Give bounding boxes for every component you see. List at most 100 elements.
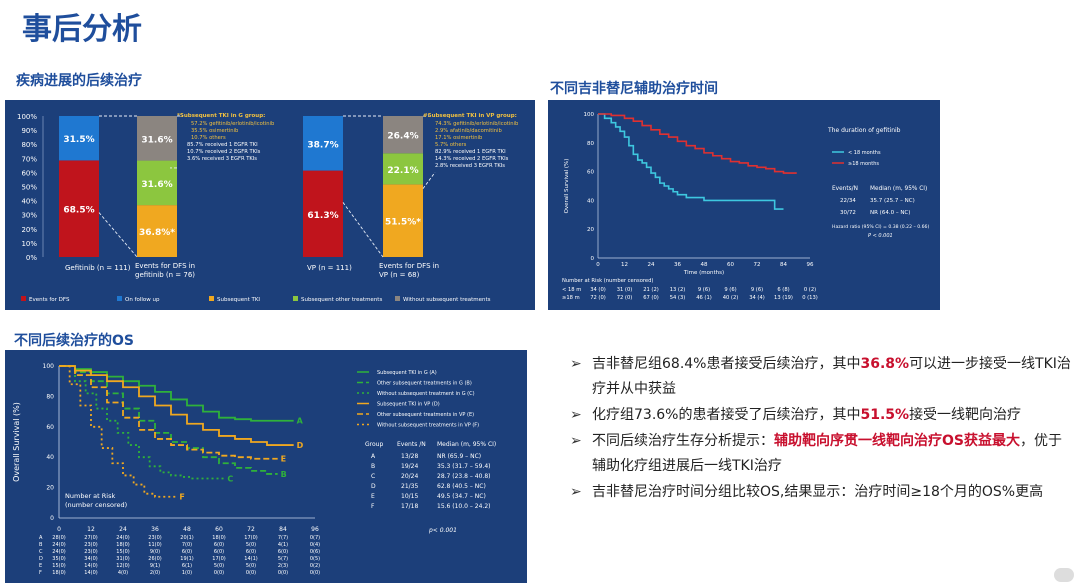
annotation-line: 74.3% gefitinib/erlotinib/icotinib	[435, 121, 519, 127]
x-tick-label: 0	[57, 526, 61, 533]
bullet-text: 吉非替尼治疗时间分组比较OS,结果显示：治疗时间≥18个月的OS%更高	[592, 484, 1044, 500]
annotation-line: 10.7% received 2 EGFR TKIs	[187, 149, 261, 155]
y-tick-label: 20	[46, 485, 54, 492]
legend-swatch	[117, 296, 122, 301]
legend-label: Subsequent other treatments	[301, 297, 382, 303]
km-curve	[598, 113, 784, 210]
y-tick-label: 80%	[21, 141, 37, 149]
duration-km-panel: 100 80 60 40 20 0 0 12 24 36 48 60 72 84 96 Time (month…	[548, 100, 940, 310]
legend-label: Without subsequent treatment in G (C)	[377, 391, 475, 397]
risk-row-label: < 18 m	[562, 287, 581, 293]
stats-median: NR (64.0 – NC)	[870, 210, 910, 216]
annotation-line: 2.9% afatinib/dacomitinib	[435, 128, 502, 134]
stats-events: 10/15	[401, 493, 418, 500]
y-tick-label: 50%	[21, 184, 37, 192]
legend-swatch	[209, 296, 214, 301]
x-category-label: Gefitinib (n = 111)	[65, 264, 131, 272]
stats-median: 15.6 (10.0 – 24.2)	[437, 503, 490, 510]
y-tick-label: 40%	[21, 198, 37, 206]
risk-value: 0(6)	[310, 549, 320, 555]
bullet-text: 吉非替尼组68.4%患者接受后续治疗，其中	[592, 356, 861, 372]
bar-segment	[383, 116, 423, 154]
bullet-item: ➢ 化疗组73.6%的患者接受了后续治疗，其中51.5%接受一线靶向治疗	[570, 403, 1075, 428]
y-axis-label: Overall Survival (%)	[12, 402, 21, 482]
section-title-progression: 疾病进展的后续治疗	[16, 73, 142, 89]
bullet-highlight: 51.5%	[860, 407, 910, 423]
risk-value: 23(0)	[84, 549, 97, 555]
bullet-highlight: 辅助靶向序贯一线靶向治疗OS获益最大	[774, 433, 1020, 449]
risk-table-header: Number at Risk (number censored)	[562, 278, 653, 284]
legend-title: The duration of gefitinib	[827, 127, 901, 134]
x-category-label: VP (n = 68)	[379, 271, 420, 279]
stats-header: Median (m, 95% CI)	[437, 441, 496, 448]
stats-header: Events /N	[397, 441, 426, 448]
bar-segment	[59, 116, 99, 161]
x-category-label: gefitinib (n = 76)	[135, 271, 195, 279]
risk-value: 0(2)	[310, 563, 320, 569]
risk-value: 6(0)	[278, 549, 288, 555]
bar-data-label: 36.8%*	[139, 228, 175, 238]
y-tick-label: 40	[46, 454, 54, 461]
risk-value: 6(0)	[214, 549, 224, 555]
legend-swatch	[395, 296, 400, 301]
x-tick-label: 96	[311, 526, 319, 533]
risk-value: 35(0)	[52, 556, 65, 562]
risk-value: 21 (2)	[643, 287, 659, 293]
curve-end-label: D	[297, 441, 304, 450]
bar-segment	[137, 205, 177, 257]
risk-value: 18(0)	[52, 570, 65, 576]
x-tick-label: 72	[247, 526, 255, 533]
y-tick-label: 100	[584, 112, 595, 118]
annotation-line: 5.7% others	[435, 142, 467, 148]
risk-value: 9 (6)	[698, 287, 710, 293]
duration-km-chart: 100 80 60 40 20 00 12 24 36 48 60 72 84 96 Time (month…	[562, 112, 929, 301]
risk-value: 23(0)	[148, 535, 161, 541]
risk-value: 72 (0)	[617, 295, 633, 301]
legend-label: Subsequent TKI in VP (D)	[377, 402, 440, 408]
y-tick-label: 100%	[17, 113, 37, 121]
y-tick-label: 70%	[21, 155, 37, 163]
bar-segment	[383, 184, 423, 257]
km-curve	[59, 365, 278, 475]
bar-segment	[137, 116, 177, 161]
legend-label: On follow up	[125, 297, 160, 303]
bullet-item: ➢ 吉非替尼治疗时间分组比较OS,结果显示：治疗时间≥18个月的OS%更高	[570, 480, 1075, 505]
curve-end-label: F	[179, 493, 184, 502]
legend-swatch	[21, 296, 26, 301]
x-tick-label: 84	[279, 526, 287, 533]
risk-value: 24(0)	[52, 549, 65, 555]
bullet-text: ，优于辅助化疗组进展后一线TKI治疗	[592, 433, 1062, 474]
risk-value: 6(0)	[182, 549, 192, 555]
risk-value: 34(0)	[84, 556, 97, 562]
bullet-list: ➢ 吉非替尼组68.4%患者接受后续治疗，其中36.8%可以进一步接受一线TKI治…	[570, 352, 1075, 506]
curve-end-label: B	[281, 470, 287, 479]
section-title-duration: 不同吉非替尼辅助治疗时间	[550, 81, 718, 97]
y-tick-label: 20%	[21, 226, 37, 234]
stats-group: E	[371, 493, 375, 500]
legend-label: Without subsequent treatments in VP (F)	[377, 423, 479, 429]
x-tick-label: 12	[87, 526, 95, 533]
risk-value: 7(7)	[278, 535, 288, 541]
stats-header: Median (m, 95% CI)	[870, 186, 927, 192]
annotation-line: 82.9% received 1 EGFR TKI	[435, 149, 506, 155]
bullet-item: ➢ 不同后续治疗生存分析提示：辅助靶向序贯一线靶向治疗OS获益最大，优于辅助化疗组…	[570, 429, 1075, 479]
risk-value: 5(0)	[214, 563, 224, 569]
curve-end-label: A	[297, 417, 304, 426]
stats-median: 35.7 (25.7 – NC)	[870, 198, 915, 204]
stats-group: B	[371, 463, 375, 470]
annotation-line: 3.6% received 3 EGFR TKIs	[187, 156, 257, 162]
x-tick-label: 60	[727, 262, 734, 268]
risk-value: 12(0)	[116, 563, 129, 569]
annotation-line: 2.8% received 3 EGFR TKIs	[435, 163, 505, 169]
p-value: p< 0.001	[428, 527, 457, 534]
y-tick-label: 100	[43, 363, 55, 370]
km-curve	[59, 365, 294, 422]
stats-group: A	[371, 453, 376, 460]
y-tick-label: 90%	[21, 127, 37, 135]
legend-label: Other subsequent treatments in G (B)	[377, 381, 472, 387]
y-tick-label: 0	[591, 256, 595, 262]
risk-value: 4(1)	[278, 542, 288, 548]
x-tick-label: 48	[701, 262, 708, 268]
watermark-icon	[1054, 568, 1074, 582]
bar-data-label: 22.1%	[387, 166, 418, 176]
